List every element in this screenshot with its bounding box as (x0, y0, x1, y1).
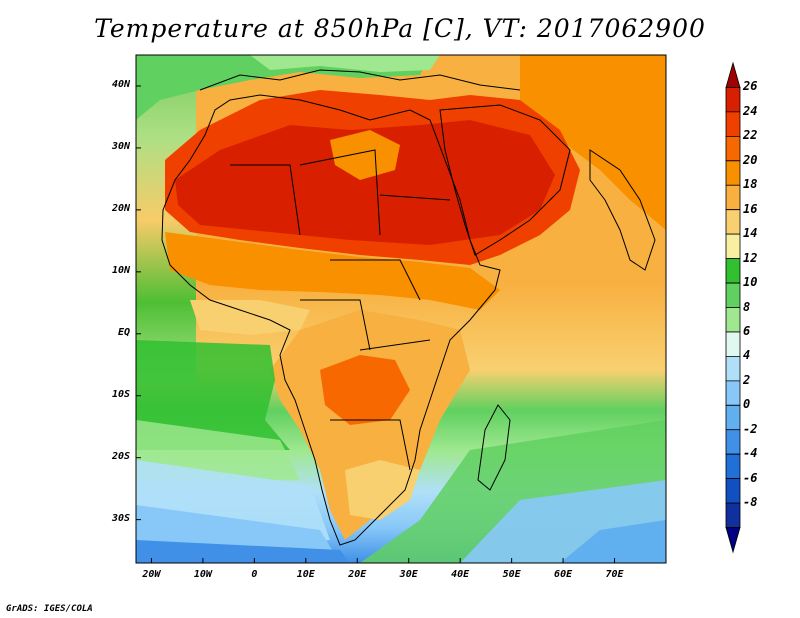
colorbar-swatch (725, 356, 741, 382)
colorbar-swatch (725, 502, 741, 528)
lat-tick-label: 20N (111, 202, 130, 214)
lon-tick-label: 40E (451, 569, 470, 580)
field-angola-warm (320, 355, 410, 425)
map-title: Temperature at 850hPa [C], VT: 201706290… (94, 14, 706, 43)
colorbar-level-label: 22 (743, 128, 758, 143)
colorbar-level-label: 10 (743, 275, 758, 290)
colorbar-level-label: 0 (743, 397, 751, 412)
colorbar-level-label: -4 (743, 446, 758, 461)
lat-tick-label: 30S (111, 512, 130, 524)
lat-tick-label: 10S (111, 388, 130, 400)
colorbar-swatch (725, 61, 741, 88)
lon-tick-label: 60E (554, 569, 573, 580)
colorbar-swatch (725, 233, 741, 259)
grads-credit: GrADS: IGES/COLA (6, 604, 93, 614)
colorbar-level-label: 18 (743, 177, 758, 192)
colorbar-swatch (725, 307, 741, 333)
colorbar-swatch (725, 404, 741, 431)
field-europe-mild (250, 55, 440, 72)
colorbar-level-label: 6 (743, 323, 751, 338)
colorbar-swatch (725, 282, 741, 308)
arabia-coast (439, 104, 571, 256)
lat-tick-label: 20S (111, 450, 130, 462)
field-south-atlantic-light (136, 420, 300, 480)
lon-tick-label: 20W (142, 569, 161, 580)
field-sahara-core (175, 120, 555, 245)
colorbar-swatch (725, 331, 741, 357)
colorbar-level-label: 16 (743, 201, 758, 216)
lon-tick-label: 70E (605, 569, 624, 580)
colorbar-level-label: 8 (743, 299, 751, 314)
field-europe-cool (136, 55, 430, 120)
colorbar-swatch (725, 429, 741, 455)
colorbar-swatch (725, 527, 741, 554)
colorbar-swatch (725, 111, 741, 137)
india-coast (589, 149, 656, 271)
lon-tick-label: 0 (251, 569, 258, 580)
longitude-ticks (150, 558, 616, 563)
lon-tick-label: 50E (502, 569, 521, 580)
colorbar-swatch (725, 184, 741, 211)
colorbar-level-label: 24 (743, 103, 758, 118)
colorbar-swatch (725, 478, 741, 504)
coastlines (161, 69, 656, 546)
field-sahel (165, 232, 500, 310)
colorbar-level-label: 4 (743, 348, 751, 363)
lon-tick-label: 20E (348, 569, 367, 580)
field-indian-ocean-cold (560, 520, 666, 563)
colorbar-level-label: 14 (743, 226, 758, 241)
colorbar-level-label: -8 (743, 495, 758, 510)
europe-coast (199, 69, 521, 91)
madagascar-coast (477, 404, 511, 491)
lat-tick-label: EQ (117, 326, 130, 338)
field-south-africa (345, 460, 420, 520)
lon-tick-label: 10W (193, 569, 212, 580)
colorbar-swatch (725, 87, 741, 113)
map-field (136, 55, 666, 563)
colorbar-level-label: 12 (743, 250, 758, 265)
colorbar-level-label: 20 (743, 152, 758, 167)
field-asia (520, 55, 666, 230)
field-south-atlantic-green (136, 340, 290, 450)
lat-tick-label: 30N (111, 140, 130, 152)
field-central-africa (270, 310, 470, 540)
africa-coast (161, 94, 501, 546)
colorbar-level-label: -6 (743, 470, 758, 485)
colorbar-swatch (725, 380, 741, 406)
latitude-ticks (136, 85, 141, 521)
colorbar-level-label: -2 (743, 421, 758, 436)
colorbar-level-label: 2 (743, 372, 751, 387)
country-borders (230, 149, 451, 471)
lat-tick-label: 40N (111, 78, 130, 90)
colorbar-swatch (725, 209, 741, 235)
colorbar-swatch (725, 258, 741, 284)
field-south-atlantic-cold (136, 540, 350, 563)
colorbar-swatch (725, 160, 741, 186)
lat-tick-label: 10N (111, 264, 130, 276)
colorbar (725, 61, 741, 554)
colorbar-swatch (725, 135, 741, 162)
lon-tick-label: 30E (399, 569, 418, 580)
field-libya-cooler (330, 130, 400, 180)
colorbar-swatch (725, 453, 741, 480)
lon-tick-label: 10E (296, 569, 315, 580)
plot-frame (135, 54, 667, 564)
colorbar-level-label: 26 (743, 79, 758, 94)
field-guinea (190, 300, 310, 335)
